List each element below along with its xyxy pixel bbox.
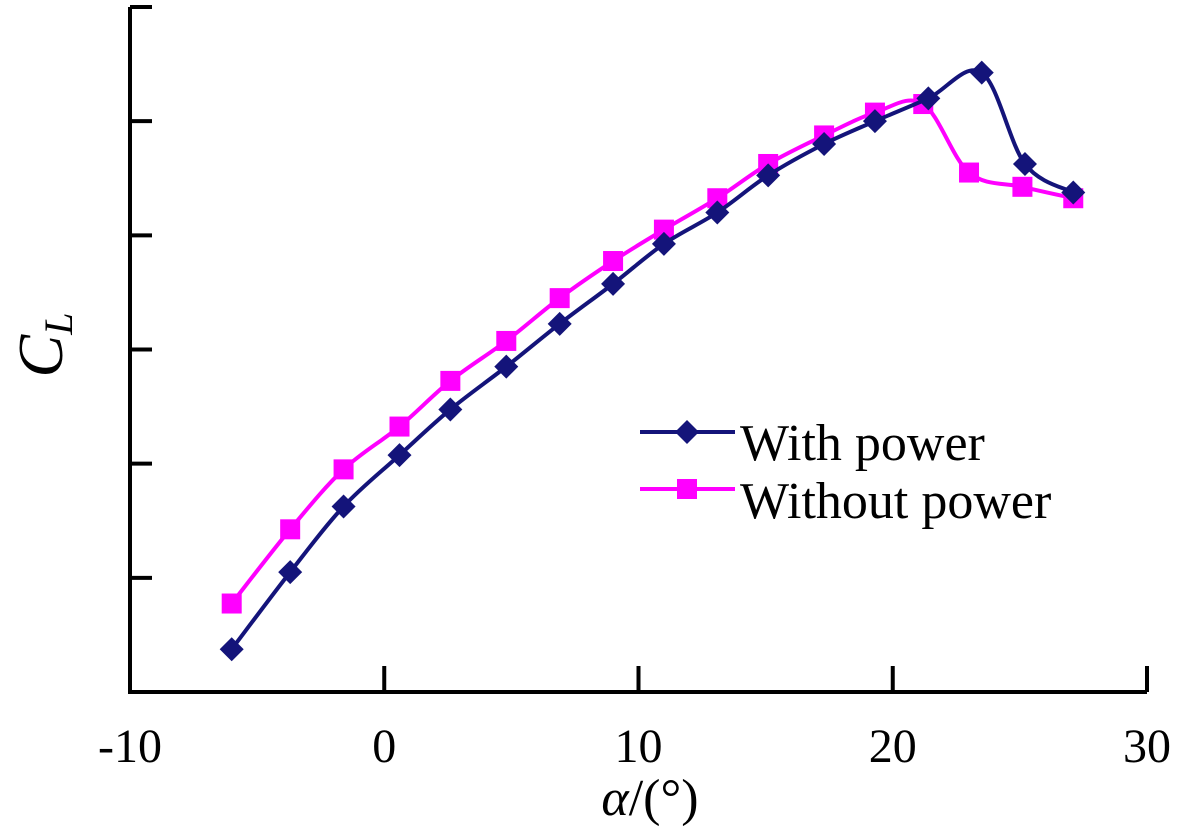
x-tick-label: 0 xyxy=(372,720,396,773)
series-line-with-power xyxy=(230,68,1075,651)
x-axis-label-unit: /(°) xyxy=(629,770,699,827)
x-tick-label: 20 xyxy=(869,720,917,773)
data-point-without-power xyxy=(959,162,980,183)
data-point-with-power xyxy=(219,637,244,662)
data-point-with-power xyxy=(438,397,463,422)
series-with-power xyxy=(219,60,1086,662)
data-point-with-power xyxy=(969,60,994,85)
data-point-with-power xyxy=(1061,180,1086,205)
data-point-without-power xyxy=(496,330,517,351)
data-point-with-power xyxy=(705,200,730,225)
data-point-without-power xyxy=(221,593,242,614)
data-point-with-power xyxy=(547,311,572,336)
legend-label-without-power: Without power xyxy=(740,473,1051,530)
data-point-with-power xyxy=(494,354,519,379)
data-point-without-power xyxy=(653,219,674,240)
x-tick-label: 10 xyxy=(615,720,663,773)
legend: With power Without power xyxy=(640,415,1051,530)
data-point-without-power xyxy=(280,519,301,540)
x-axis-label: α/(°) xyxy=(601,770,698,827)
data-point-with-power xyxy=(278,560,303,585)
data-point-with-power xyxy=(331,494,356,519)
data-point-without-power xyxy=(603,251,624,272)
data-point-with-power xyxy=(1012,151,1037,176)
legend-entry-with-power: With power xyxy=(640,415,985,472)
legend-marker-with-power xyxy=(675,420,699,444)
legend-label-with-power: With power xyxy=(740,415,985,472)
data-point-without-power xyxy=(440,370,461,391)
series-layer xyxy=(219,60,1086,662)
data-point-without-power xyxy=(707,188,728,209)
y-axis-label-sub: L xyxy=(36,313,81,336)
x-axis-label-symbol: α xyxy=(601,770,630,827)
data-point-with-power xyxy=(916,86,941,111)
data-point-with-power xyxy=(756,163,781,188)
axes: -10 0 10 20 30 xyxy=(98,5,1171,773)
y-axis-label: CL xyxy=(5,313,81,378)
data-point-with-power xyxy=(862,109,887,134)
y-axis-label-main: C xyxy=(5,333,76,377)
series-line-without-power xyxy=(230,98,1074,605)
data-point-with-power xyxy=(651,231,676,256)
legend-entry-without-power: Without power xyxy=(640,473,1051,530)
series-without-power xyxy=(221,94,1084,614)
data-point-without-power xyxy=(389,416,410,437)
data-point-with-power xyxy=(601,271,626,296)
x-tick-label: -10 xyxy=(98,720,162,773)
legend-marker-without-power xyxy=(677,479,697,499)
x-tick-label: 30 xyxy=(1123,720,1171,773)
data-point-with-power xyxy=(812,132,837,156)
data-point-without-power xyxy=(549,288,570,309)
data-point-without-power xyxy=(1012,176,1033,197)
data-point-without-power xyxy=(333,459,354,480)
data-point-with-power xyxy=(387,443,412,468)
